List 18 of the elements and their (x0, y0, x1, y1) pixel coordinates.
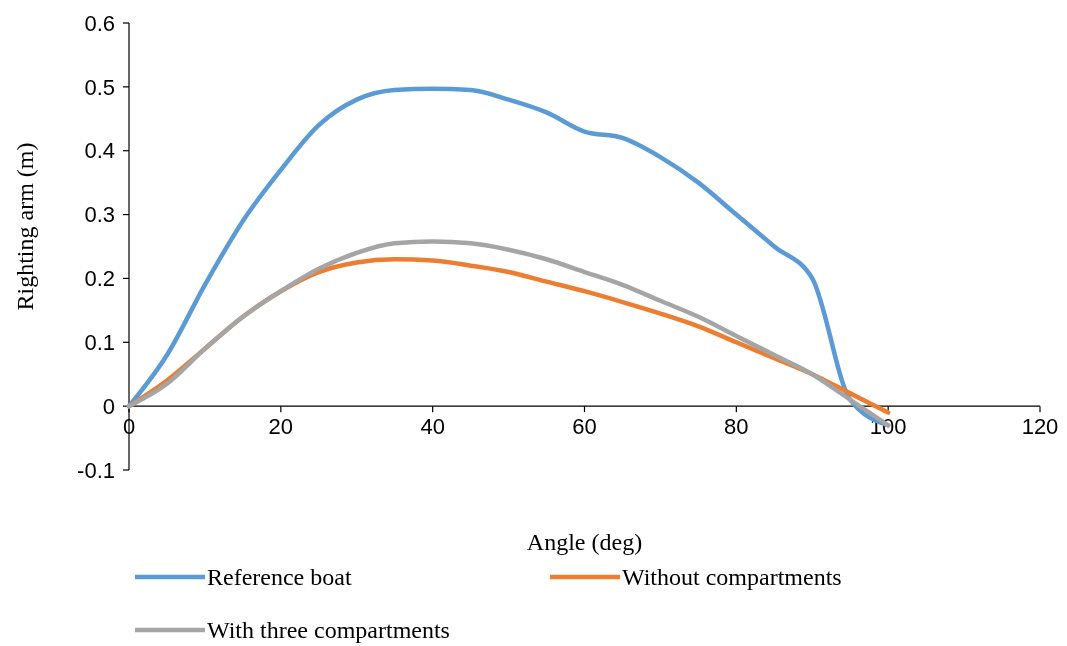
y-tick-label: -0.1 (77, 457, 115, 483)
legend-label: With three compartments (207, 617, 450, 644)
x-tick-label: 40 (420, 414, 445, 440)
x-tick-label: 120 (1021, 414, 1059, 440)
y-tick-label: 0 (102, 393, 115, 419)
y-tick-label: 0.2 (84, 266, 115, 292)
y-tick-label: 0.1 (84, 329, 115, 355)
y-tick-label: 0.5 (84, 74, 115, 100)
y-tick-label: 0.3 (84, 202, 115, 228)
x-tick-label: 80 (724, 414, 749, 440)
x-tick-label: 60 (572, 414, 597, 440)
y-tick-label: 0.6 (84, 10, 115, 36)
x-tick-label: 20 (268, 414, 294, 440)
legend-label: Without compartments (622, 564, 842, 591)
x-axis-title: Angle (deg) (526, 529, 643, 555)
legend-label: Reference boat (207, 564, 352, 591)
y-axis-title: Righting arm (m) (12, 142, 38, 311)
y-tick-label: 0.4 (84, 138, 115, 164)
